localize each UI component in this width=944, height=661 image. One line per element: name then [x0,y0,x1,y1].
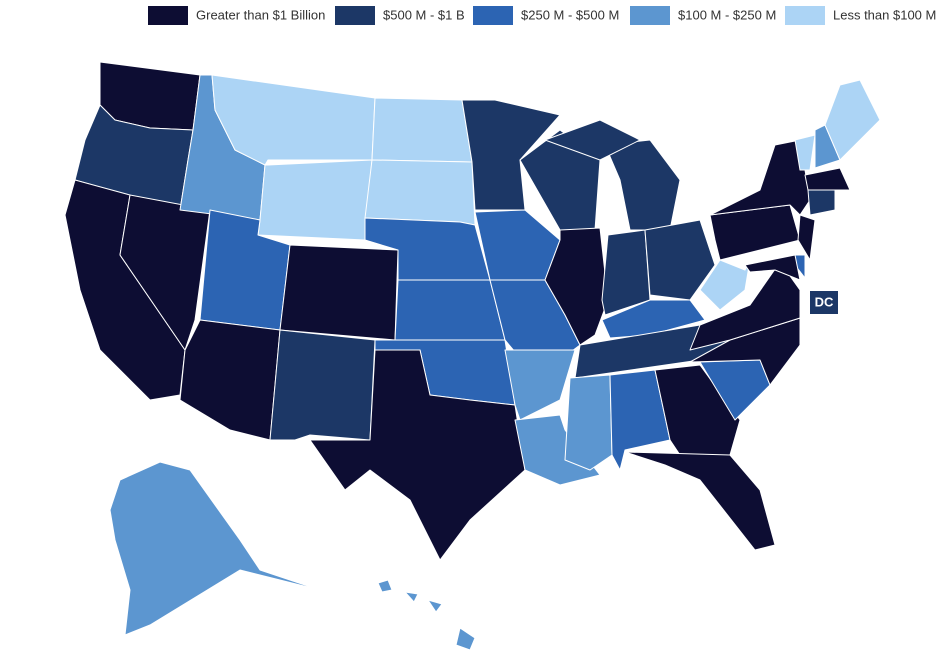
state [371,97,473,163]
state [744,254,801,281]
state [644,219,716,301]
state [377,579,393,593]
state [519,129,601,231]
state [564,374,613,471]
state [474,209,561,281]
state [824,79,881,161]
state [109,461,321,636]
legend-swatch [630,6,670,25]
legend-label: $250 M - $500 M [521,7,619,22]
state [689,261,801,351]
state [404,591,419,603]
state [604,139,681,231]
state [709,139,811,216]
state [797,214,816,261]
state [269,329,376,441]
state [807,189,836,216]
state [504,349,576,421]
legend-label: $100 M - $250 M [678,7,776,22]
state [624,451,776,551]
state [544,119,641,161]
legend-swatch [473,6,513,25]
state [427,599,443,613]
state [309,349,526,561]
legend: Greater than $1 Billion $500 M - $1 B $250… [148,6,936,25]
state [279,244,399,341]
us-map [64,61,881,651]
legend-swatch [785,6,825,25]
state [364,159,476,226]
state [794,134,816,171]
state [461,99,561,211]
dc-marker [810,291,838,314]
legend-swatch [335,6,375,25]
state [514,414,601,486]
state [257,159,373,241]
state [179,319,281,441]
state [804,167,851,191]
legend-label: Greater than $1 Billion [196,7,325,22]
legend-label: Less than $100 M [833,7,936,22]
dc-label: DC [815,294,834,309]
state [455,627,476,651]
legend-label: $500 M - $1 B [383,7,465,22]
state [601,229,651,316]
state [394,279,506,341]
legend-swatch [148,6,188,25]
state [601,299,706,339]
